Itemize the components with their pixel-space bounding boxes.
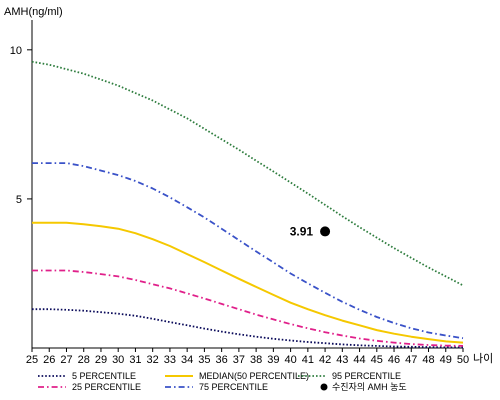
x-tick-label: 49: [440, 354, 452, 366]
legend-label: 95 PERCENTILE: [332, 371, 401, 381]
series-line-5-percentile: [32, 308, 463, 349]
series-line-25-percentile: [32, 269, 464, 347]
x-tick-label: 46: [388, 354, 400, 366]
axes: [31, 20, 463, 349]
x-ticks: 25 26 27 28 29 30 31 32 33 34 35 36 37 38 39 40 41 42 43 44…: [26, 348, 469, 366]
x-tick-label: 39: [267, 354, 279, 366]
legend-item: 5 PERCENTILE: [38, 371, 136, 381]
y-tick-label: 10: [10, 45, 22, 57]
legend-item: 수진자의 AMH 농도: [320, 382, 407, 392]
legend-label: 25 PERCENTILE: [72, 382, 141, 392]
x-tick-label: 48: [422, 354, 434, 366]
legend-label: 5 PERCENTILE: [72, 371, 136, 381]
x-tick-label: 26: [43, 354, 55, 366]
x-tick-label: 35: [198, 354, 210, 366]
legend-item: 75 PERCENTILE: [165, 382, 268, 392]
x-tick-label: 45: [371, 354, 383, 366]
x-tick-label: 38: [250, 354, 262, 366]
x-tick-label: 30: [112, 354, 124, 366]
y-tick-label: 5: [16, 194, 22, 206]
legend-item: MEDIAN(50 PERCENTILE): [165, 371, 309, 381]
x-tick-label: 47: [405, 354, 417, 366]
x-tick-label: 29: [95, 354, 107, 366]
x-tick-label: 41: [302, 354, 314, 366]
series-line-95-percentile: [31, 60, 464, 287]
legend-label: 75 PERCENTILE: [199, 382, 268, 392]
x-tick-label: 50: [457, 354, 469, 366]
legend-item: 25 PERCENTILE: [38, 382, 141, 392]
x-tick-label: 31: [129, 354, 141, 366]
x-tick-label: 42: [319, 354, 331, 366]
patient-amh-value-label: 3.91: [290, 224, 314, 238]
x-tick-label: 27: [60, 354, 72, 366]
x-tick-label: 44: [353, 354, 365, 366]
x-tick-label: 33: [164, 354, 176, 366]
legend-label: MEDIAN(50 PERCENTILE): [199, 371, 309, 381]
x-tick-label: 43: [336, 354, 348, 366]
y-axis-title: AMH(ng/ml): [4, 6, 63, 18]
series-lines: [31, 60, 464, 349]
x-tick-label: 25: [26, 354, 38, 366]
legend-label: 수진자의 AMH 농도: [332, 382, 407, 392]
x-tick-label: 32: [147, 354, 159, 366]
x-tick-label: 40: [284, 354, 296, 366]
x-tick-label: 36: [216, 354, 228, 366]
x-tick-label: 28: [78, 354, 90, 366]
annotations: 3.91: [290, 224, 331, 238]
patient-amh-point: [320, 226, 331, 237]
x-tick-label: 37: [233, 354, 245, 366]
legend-item: 95 PERCENTILE: [298, 371, 401, 381]
x-tick-label: 34: [181, 354, 193, 366]
series-line-75-percentile: [32, 162, 464, 340]
y-ticks: 5 10: [10, 45, 32, 206]
series-line-median-50-percentile: [32, 221, 464, 344]
legend-marker: [320, 383, 328, 391]
x-axis-title: 나이: [473, 352, 493, 365]
